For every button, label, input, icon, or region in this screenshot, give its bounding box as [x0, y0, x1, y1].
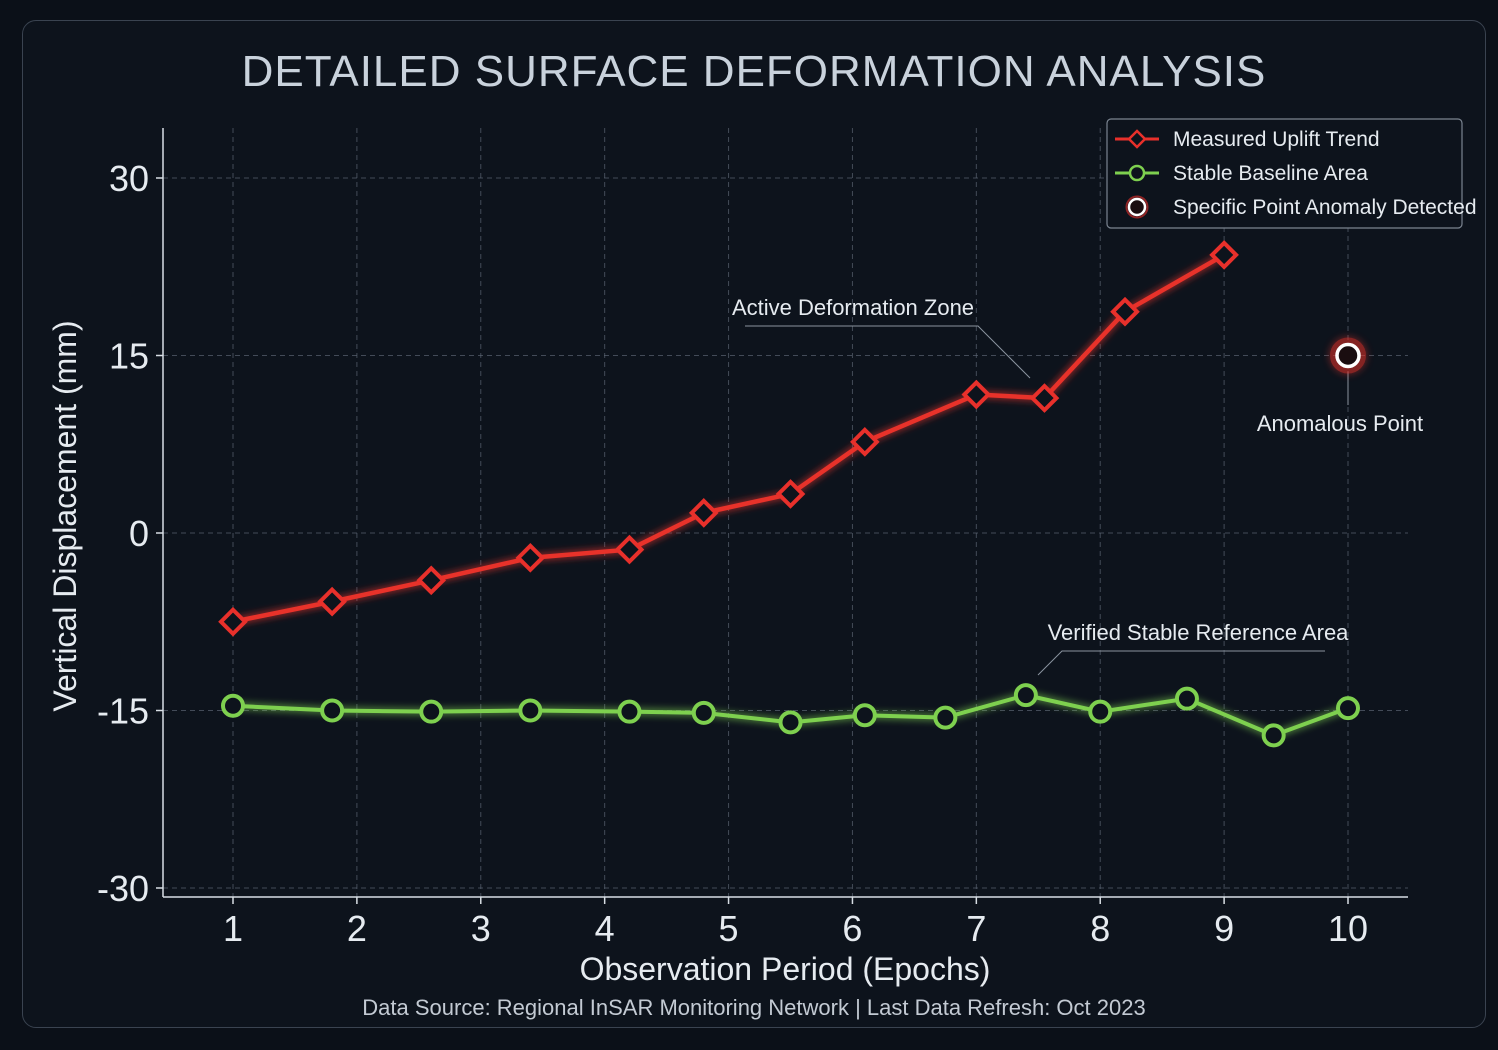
annotation-anomalous-point: Anomalous Point [1257, 411, 1423, 436]
x-tick-labels: 1 2 3 4 5 6 7 8 9 10 [223, 897, 1368, 949]
legend-marker-anomaly-glow [1125, 195, 1149, 219]
point-stable-baseline [933, 705, 958, 730]
y-tick-label: 30 [109, 158, 149, 199]
point-stable-baseline [852, 703, 877, 728]
x-tick-label: 3 [471, 908, 491, 949]
point-measured-uplift [1110, 296, 1140, 327]
y-tick-label: -30 [97, 868, 149, 909]
point-stable-baseline [1088, 699, 1113, 724]
point-measured-uplift [688, 498, 719, 528]
point-measured-uplift [614, 534, 645, 565]
point-measured-uplift [218, 606, 248, 637]
grid-lines [163, 128, 1408, 897]
legend: Measured Uplift Trend Stable Baseline Are… [1106, 118, 1477, 229]
chart-title: DETAILED SURFACE DEFORMATION ANALYSIS [242, 47, 1267, 96]
annotation-leader-stable-area [1037, 650, 1325, 676]
point-stable-baseline [1261, 723, 1286, 748]
anomaly-point [1335, 342, 1361, 369]
legend-marker-measured-uplift [1127, 129, 1147, 149]
y-axis-label: Vertical Displacement (mm) [47, 320, 83, 711]
annotation-leader-active-zone [745, 325, 1031, 379]
data-source-footer: Data Source: Regional InSAR Monitoring N… [362, 995, 1145, 1020]
point-measured-uplift [850, 427, 880, 457]
point-measured-uplift [515, 543, 546, 573]
x-tick-label: 6 [842, 908, 862, 949]
x-tick-label: 5 [719, 908, 739, 949]
point-measured-uplift [1029, 383, 1060, 413]
point-stable-baseline [778, 710, 803, 735]
y-tick-labels: 30 15 0 -15 -30 [97, 158, 163, 909]
legend-label: Measured Uplift Trend [1173, 128, 1380, 151]
legend-marker-stable-baseline [1128, 164, 1146, 182]
point-stable-baseline [1013, 683, 1038, 708]
y-tick-label: 0 [129, 513, 149, 554]
point-stable-baseline [320, 698, 345, 723]
legend-label: Specific Point Anomaly Detected [1173, 196, 1477, 219]
anomaly-point-glow [1330, 337, 1366, 374]
x-tick-label: 8 [1090, 908, 1110, 949]
y-tick-label: -15 [97, 691, 149, 732]
x-tick-label: 9 [1214, 908, 1234, 949]
point-measured-uplift [1209, 240, 1239, 270]
point-stable-baseline [1174, 686, 1199, 711]
annotation-verified-stable-reference-area: Verified Stable Reference Area [1048, 620, 1350, 645]
y-tick-label: 15 [109, 336, 149, 377]
point-measured-uplift [775, 479, 806, 509]
x-tick-label: 1 [223, 908, 243, 949]
legend-marker-anomaly [1127, 197, 1147, 217]
point-measured-uplift [416, 565, 447, 596]
legend-label: Stable Baseline Area [1173, 162, 1368, 185]
series-line-measured-uplift [232, 252, 1226, 624]
x-axis-label: Observation Period (Epochs) [580, 951, 991, 987]
x-tick-label: 7 [966, 908, 986, 949]
series-layer [218, 240, 1366, 748]
point-measured-uplift [317, 586, 347, 617]
annotations: Active Deformation Zone Anomalous Point Ve… [732, 295, 1423, 676]
annotation-active-deformation-zone: Active Deformation Zone [732, 295, 974, 320]
x-tick-label: 4 [595, 908, 615, 949]
point-stable-baseline [691, 700, 716, 725]
point-stable-baseline [518, 698, 543, 723]
axes [162, 128, 1408, 898]
point-stable-baseline [221, 693, 245, 718]
point-stable-baseline [1336, 696, 1360, 721]
series-line-stable-baseline [232, 693, 1349, 738]
x-tick-label: 2 [347, 908, 367, 949]
x-tick-label: 10 [1328, 908, 1368, 949]
point-stable-baseline [617, 699, 642, 724]
point-measured-uplift [961, 379, 992, 410]
point-stable-baseline [419, 699, 444, 724]
legend-box [1106, 118, 1463, 229]
